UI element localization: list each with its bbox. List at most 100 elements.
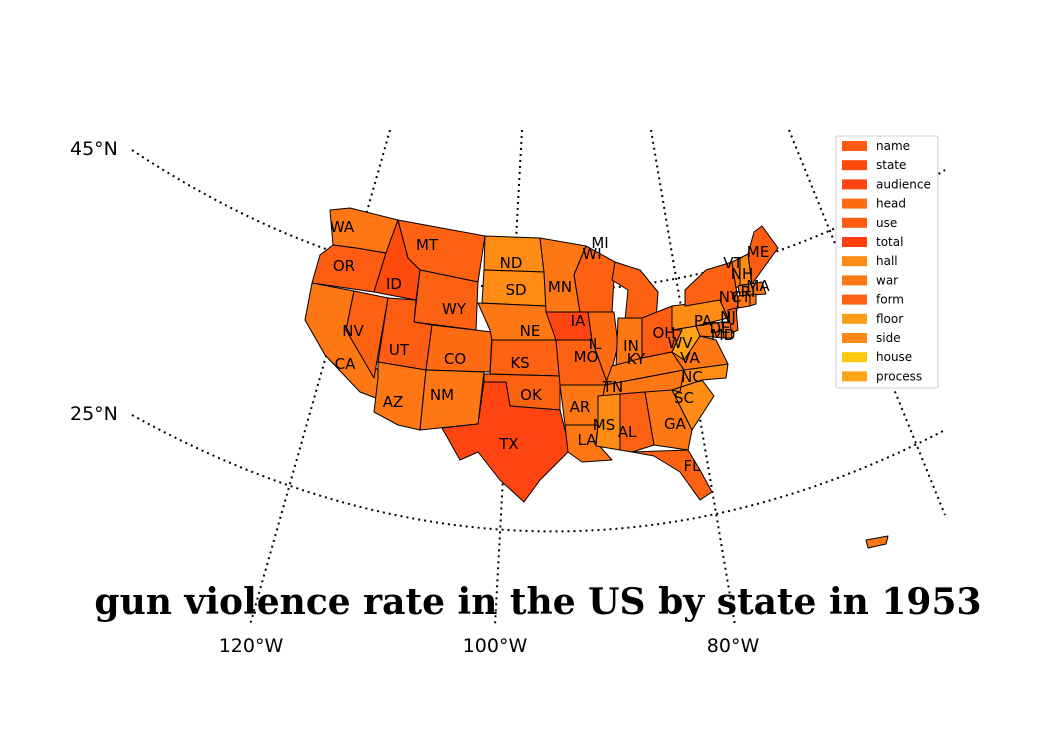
label-WY: WY — [442, 300, 467, 318]
legend-label-floor: floor — [876, 312, 903, 326]
label-lat-45n: 45°N — [70, 138, 118, 160]
label-IL: IL — [589, 335, 602, 353]
legend-swatch-state — [842, 160, 867, 171]
label-AL: AL — [618, 423, 637, 441]
legend-label-war: war — [876, 273, 898, 287]
legend-swatch-process — [842, 371, 867, 382]
state-MD[interactable] — [695, 321, 725, 339]
label-OR: OR — [333, 257, 355, 275]
label-KS: KS — [510, 354, 529, 372]
state-labels: WA OR CA ID NV MT WY UT AZ CO NM ND SD N… — [330, 218, 770, 475]
label-CT: CT — [731, 288, 751, 306]
label-GA: GA — [664, 415, 687, 433]
label-RI: RI — [741, 283, 756, 301]
legend-swatch-floor — [842, 313, 867, 324]
state-TX[interactable] — [441, 381, 571, 503]
legend-label-process: process — [876, 369, 922, 383]
legend-swatch-hall — [842, 256, 867, 267]
state-FL[interactable] — [631, 449, 713, 501]
legend-swatch-total — [842, 237, 867, 247]
graticule-labels: 45°N 25°N 120°W 100°W 80°W — [70, 138, 759, 657]
state-GA[interactable] — [644, 389, 693, 451]
label-NE: NE — [520, 322, 541, 340]
state-IL[interactable] — [587, 311, 619, 386]
legend-label-total: total — [876, 235, 903, 249]
label-CO: CO — [444, 350, 466, 368]
label-PA: PA — [694, 312, 713, 330]
label-MS: MS — [593, 416, 615, 434]
legend-swatch-side — [842, 333, 867, 343]
state-MA[interactable] — [737, 281, 767, 297]
label-LA: LA — [578, 431, 598, 449]
legend-label-head: head — [876, 197, 906, 211]
label-ME: ME — [747, 243, 769, 261]
label-ND: ND — [500, 254, 523, 272]
label-MO: MO — [574, 348, 599, 366]
label-AR: AR — [570, 398, 591, 416]
legend-label-state: state — [876, 158, 906, 172]
label-KY: KY — [627, 350, 646, 368]
state-MS[interactable] — [595, 393, 621, 451]
label-OH: OH — [652, 324, 675, 342]
legend-items: name state audience head use total hall war form… — [842, 139, 931, 383]
label-FL: FL — [684, 457, 702, 475]
legend-label-house: house — [876, 350, 912, 364]
label-NJ: NJ — [720, 308, 736, 326]
legend-swatch-house — [842, 352, 867, 363]
legend-label-hall: hall — [876, 254, 898, 268]
legend-swatch-form — [842, 294, 867, 305]
label-MT: MT — [416, 236, 439, 254]
state-AL[interactable] — [619, 391, 655, 453]
label-OK: OK — [520, 386, 543, 404]
label-IN: IN — [623, 337, 639, 355]
map-title: gun violence rate in the US by state in … — [94, 581, 981, 623]
puerto-rico[interactable] — [865, 535, 889, 549]
label-UT: UT — [389, 341, 410, 359]
label-NM: NM — [430, 386, 454, 404]
label-NC: NC — [681, 368, 703, 386]
label-NV: NV — [342, 322, 364, 340]
label-TN: TN — [602, 378, 623, 396]
legend-swatch-use — [842, 217, 867, 228]
legend-label-use: use — [876, 216, 897, 230]
parallel-45n — [131, 149, 946, 292]
legend-label-side: side — [876, 331, 901, 345]
label-ID: ID — [386, 275, 402, 293]
label-WA: WA — [330, 218, 355, 236]
legend-swatch-audience — [842, 179, 867, 190]
legend-label-audience: audience — [876, 177, 931, 191]
state-ME[interactable] — [747, 225, 779, 285]
label-NH: NH — [731, 265, 754, 283]
states-layer — [304, 207, 889, 549]
legend-label-form: form — [876, 293, 904, 307]
label-TX: TX — [498, 435, 518, 453]
label-lon-120w: 120°W — [219, 635, 284, 657]
label-SC: SC — [674, 389, 694, 407]
label-lat-25n: 25°N — [70, 403, 118, 425]
legend-swatch-war — [842, 275, 867, 286]
legend-label-name: name — [876, 139, 910, 153]
legend-swatch-name — [842, 141, 867, 151]
label-VT: VT — [723, 254, 743, 272]
legend: name state audience head use total hall war form… — [835, 135, 939, 389]
state-NV[interactable] — [345, 290, 389, 379]
state-MI[interactable] — [611, 261, 659, 321]
label-MA: MA — [746, 277, 770, 295]
label-lon-100w: 100°W — [463, 635, 528, 657]
label-MD: MD — [711, 326, 736, 344]
state-RI[interactable] — [749, 293, 757, 307]
legend-swatch-head — [842, 198, 867, 209]
label-MI: MI — [591, 234, 608, 252]
label-NY: NY — [719, 288, 740, 306]
label-WI: WI — [582, 245, 601, 263]
label-lon-80w: 80°W — [707, 635, 760, 657]
label-AZ: AZ — [383, 393, 404, 411]
label-MN: MN — [548, 278, 572, 296]
label-DE: DE — [709, 319, 730, 337]
parallel-25n — [131, 414, 946, 533]
label-WV: WV — [667, 334, 693, 352]
label-IA: IA — [571, 312, 586, 330]
label-VA: VA — [680, 349, 700, 367]
